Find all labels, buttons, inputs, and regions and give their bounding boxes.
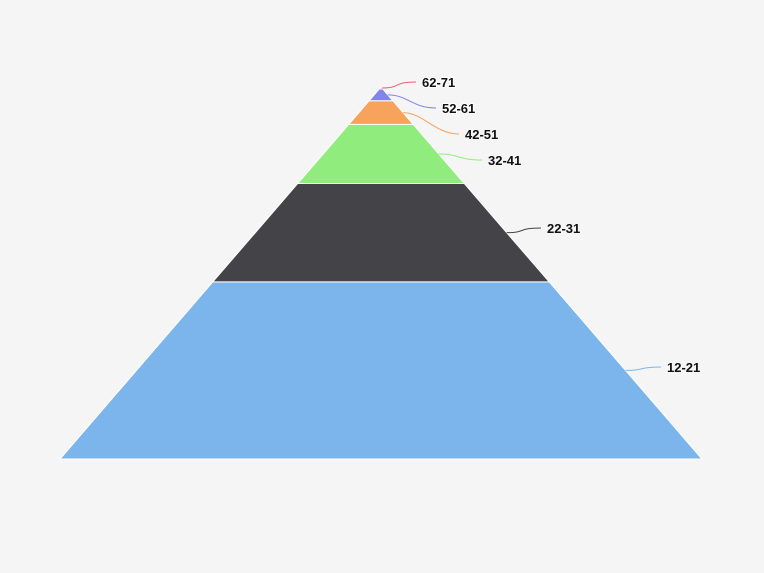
data-label-52-61: 52-61 bbox=[442, 101, 475, 116]
connectors-layer bbox=[381, 81, 662, 371]
connector-line-22-31 bbox=[506, 227, 542, 234]
connector-line-52-61 bbox=[387, 94, 437, 109]
pyramid-slice-12-21[interactable] bbox=[58, 281, 704, 460]
data-label-12-21: 12-21 bbox=[667, 360, 700, 375]
data-label-32-41: 32-41 bbox=[488, 153, 521, 168]
pyramid-slice-22-31[interactable] bbox=[211, 182, 551, 283]
connector-line-12-21 bbox=[625, 366, 662, 371]
slices-layer bbox=[58, 86, 704, 460]
data-label-42-51: 42-51 bbox=[465, 127, 498, 142]
labels-layer: 12-21 22-31 32-41 42-51 52-61 62-71 bbox=[421, 74, 700, 375]
data-label-22-31: 22-31 bbox=[547, 221, 580, 236]
data-label-62-71: 62-71 bbox=[422, 75, 455, 90]
connector-line-42-51 bbox=[403, 112, 460, 135]
connector-line-32-41 bbox=[438, 153, 483, 161]
connector-line-62-71 bbox=[381, 81, 417, 89]
